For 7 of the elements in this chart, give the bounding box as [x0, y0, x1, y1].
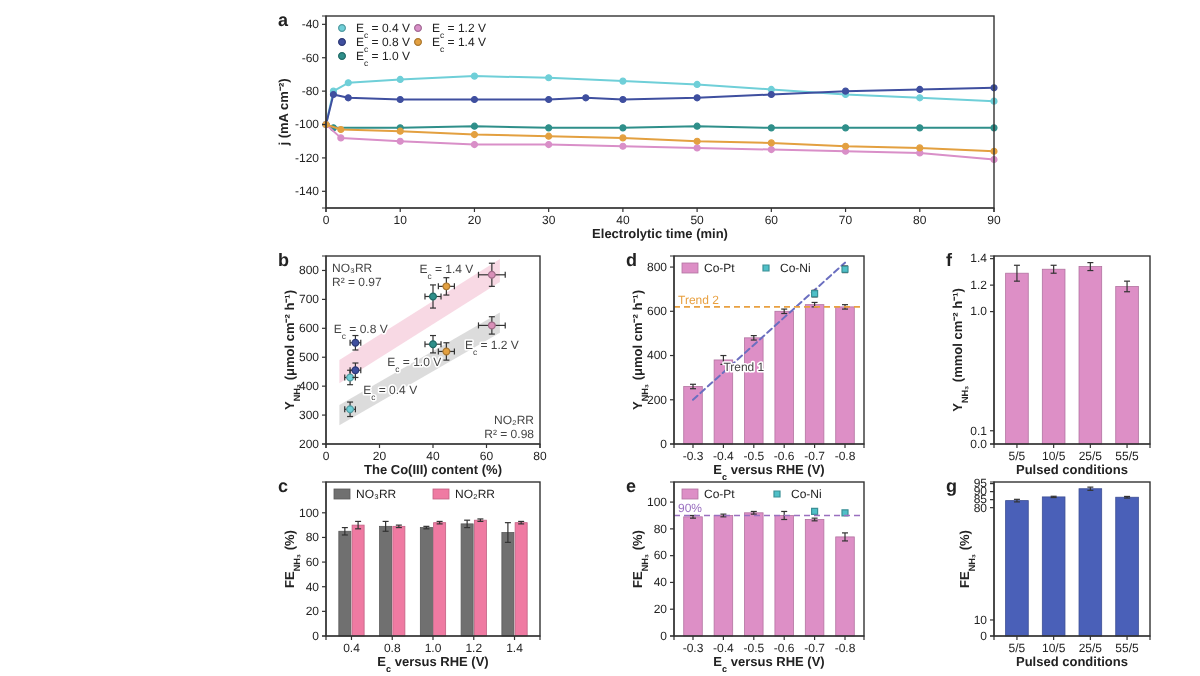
chart-title: d	[626, 250, 637, 270]
chart-title: g	[946, 476, 957, 496]
chart-title: a	[278, 10, 290, 30]
chart-title: f	[946, 250, 954, 270]
chart-title: c	[278, 476, 289, 496]
chart-title: e	[626, 476, 637, 496]
chart-title: b	[278, 250, 290, 270]
